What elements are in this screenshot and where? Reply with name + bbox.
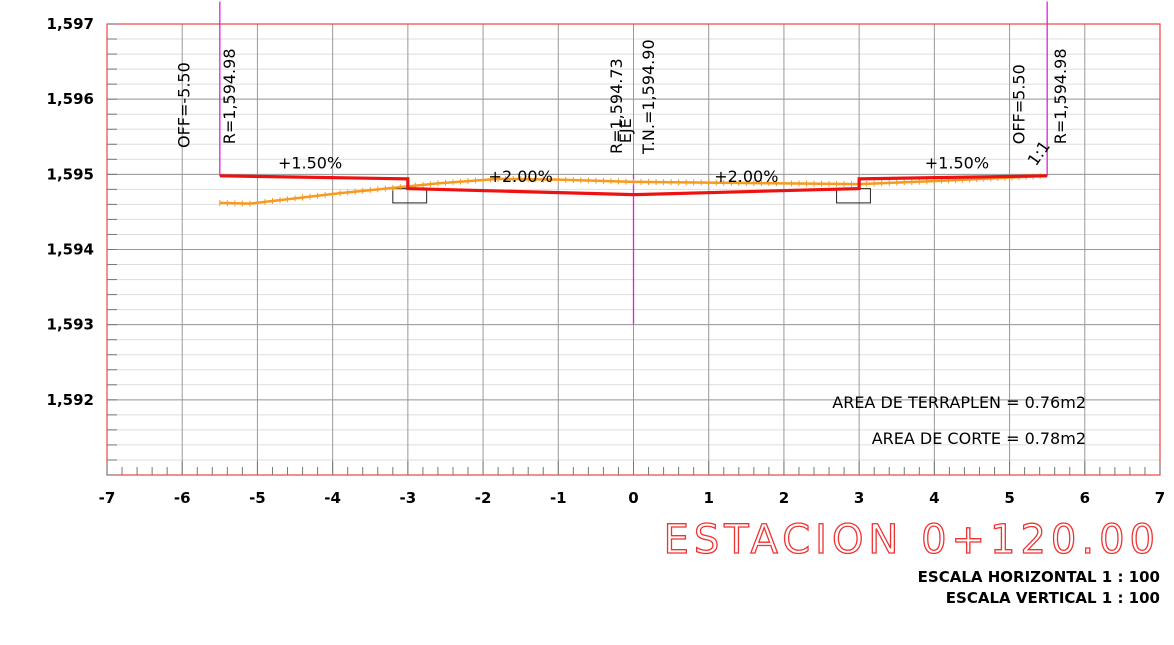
area-note-corte: AREA DE CORTE = 0.78m2 — [872, 429, 1086, 448]
x-tick-label: 4 — [929, 489, 939, 507]
y-tick-marks — [107, 23, 117, 476]
vertical-label: R=1,594.98 — [1051, 48, 1070, 144]
vertical-markers — [219, 1, 1048, 325]
x-tick-label: -1 — [550, 489, 567, 507]
x-tick-label: -3 — [400, 489, 417, 507]
area-note-terraplen: AREA DE TERRAPLEN = 0.76m2 — [832, 393, 1086, 412]
y-tick-label: 1,595 — [47, 165, 94, 183]
x-tick-label: -6 — [174, 489, 191, 507]
x-tick-label: 1 — [703, 489, 713, 507]
x-tick-label: -4 — [324, 489, 341, 507]
x-tick-label: 0 — [628, 489, 638, 507]
y-tick-label: 1,592 — [47, 391, 94, 409]
slope-label: +1.50% — [278, 153, 342, 172]
y-tick-label: 1,596 — [47, 90, 94, 108]
x-tick-label: -7 — [99, 489, 116, 507]
vertical-label: OFF=-5.50 — [175, 62, 194, 148]
y-tick-label: 1,594 — [47, 241, 94, 259]
y-tick-labels: 1,592 1,593 1,594 1,595 1,596 1,597 — [47, 15, 94, 409]
vertical-label: T.N.=1,594.90 — [639, 39, 658, 155]
x-tick-label: -5 — [249, 489, 266, 507]
ditch — [836, 188, 871, 204]
x-tick-label: 5 — [1004, 489, 1014, 507]
vertical-label: OFF=5.50 — [1010, 64, 1029, 144]
x-tick-label: 7 — [1155, 489, 1165, 507]
axis-label-eje: EJE — [616, 118, 635, 143]
x-tick-label: 2 — [779, 489, 789, 507]
y-tick-label: 1,597 — [47, 15, 94, 33]
station-title: ESTACION 0+120.00 — [664, 517, 1160, 563]
scale-note-vertical: ESCALA VERTICAL 1 : 100 — [946, 589, 1160, 607]
vertical-labels: OFF=-5.50 R=1,594.98 R=1,594.73 T.N.=1,594.… — [175, 39, 1070, 155]
x-tick-label: -2 — [475, 489, 492, 507]
vertical-label: R=1,594.98 — [220, 48, 239, 144]
x-tick-labels: -7 -6 -5 -4 -3 -2 -1 0 1 2 3 4 5 6 7 — [99, 489, 1166, 507]
slope-label: +1.50% — [925, 153, 989, 172]
y-tick-label: 1,593 — [47, 316, 94, 334]
x-tick-marks — [106, 461, 1161, 475]
ditch — [392, 188, 428, 204]
slope-label: +2.00% — [489, 167, 553, 186]
x-tick-label: 6 — [1080, 489, 1090, 507]
scale-note-horizontal: ESCALA HORIZONTAL 1 : 100 — [918, 568, 1160, 586]
series-layer — [219, 173, 1048, 207]
slope-label: +2.00% — [714, 167, 778, 186]
x-tick-label: 3 — [854, 489, 864, 507]
vertical-label: R=1,594.73 — [607, 58, 626, 154]
design-section-line — [219, 174, 1048, 197]
